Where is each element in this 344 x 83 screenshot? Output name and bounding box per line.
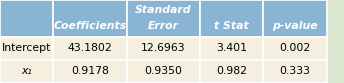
Bar xyxy=(263,37,327,60)
Text: Intercept: Intercept xyxy=(2,43,51,53)
Bar xyxy=(263,0,327,37)
Text: 0.333: 0.333 xyxy=(279,66,311,76)
Text: 12.6963: 12.6963 xyxy=(141,43,186,53)
Bar xyxy=(127,0,200,37)
Text: 0.9178: 0.9178 xyxy=(71,66,109,76)
Text: 3.401: 3.401 xyxy=(216,43,247,53)
Bar xyxy=(263,60,327,83)
Bar xyxy=(200,37,263,60)
Text: 0.9350: 0.9350 xyxy=(144,66,182,76)
Bar xyxy=(53,37,127,60)
Bar xyxy=(200,0,263,37)
Bar xyxy=(0,0,53,37)
Bar xyxy=(0,60,53,83)
Bar xyxy=(200,60,263,83)
Bar xyxy=(127,60,200,83)
Bar xyxy=(53,60,127,83)
Text: 0.982: 0.982 xyxy=(216,66,247,76)
Bar xyxy=(127,37,200,60)
Text: Error: Error xyxy=(148,21,179,31)
Text: 43.1802: 43.1802 xyxy=(68,43,113,53)
Text: Coefficients: Coefficients xyxy=(54,21,127,31)
Text: Standard: Standard xyxy=(135,5,192,15)
Bar xyxy=(0,37,53,60)
Text: p-value: p-value xyxy=(272,21,318,31)
Text: t Stat: t Stat xyxy=(214,21,249,31)
Bar xyxy=(53,0,127,37)
Text: 0.002: 0.002 xyxy=(279,43,311,53)
Text: x₁: x₁ xyxy=(21,66,32,76)
